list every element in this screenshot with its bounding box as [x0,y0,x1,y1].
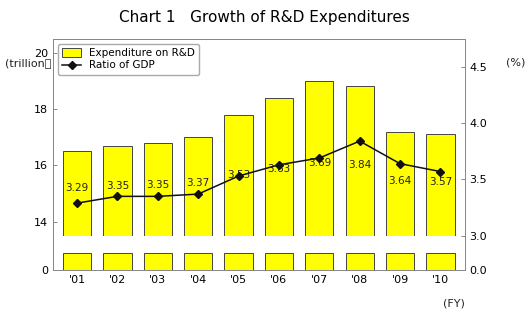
Text: Chart 1   Growth of R&D Expenditures: Chart 1 Growth of R&D Expenditures [119,10,409,25]
Bar [345,86,374,321]
Bar [184,137,212,321]
Text: 3.69: 3.69 [308,158,331,168]
Text: (trillion）: (trillion） [5,58,52,68]
Text: (FY): (FY) [443,298,465,308]
Bar [305,81,333,321]
Bar [265,98,293,321]
Text: 3.57: 3.57 [429,177,452,187]
Bar [103,146,131,321]
Bar [184,253,212,270]
Bar [426,253,455,270]
Text: 3.64: 3.64 [389,176,412,186]
Bar [386,132,414,321]
Bar [265,253,293,270]
Bar [63,151,91,321]
Bar [305,253,333,270]
Bar [63,253,91,270]
Text: 3.84: 3.84 [348,160,371,170]
Legend: Expenditure on R&D, Ratio of GDP: Expenditure on R&D, Ratio of GDP [58,44,199,75]
Bar [144,143,172,321]
Text: 3.35: 3.35 [146,180,169,190]
Text: 3.63: 3.63 [267,164,290,174]
Text: 3.29: 3.29 [65,183,89,193]
Bar [224,115,253,321]
Bar [144,253,172,270]
Text: 3.35: 3.35 [106,181,129,191]
Text: 3.37: 3.37 [186,178,210,188]
Text: 3.53: 3.53 [227,170,250,180]
Bar [386,253,414,270]
Bar [224,253,253,270]
Bar [103,253,131,270]
Bar [345,253,374,270]
Text: (%): (%) [506,58,525,68]
Bar [426,134,455,321]
